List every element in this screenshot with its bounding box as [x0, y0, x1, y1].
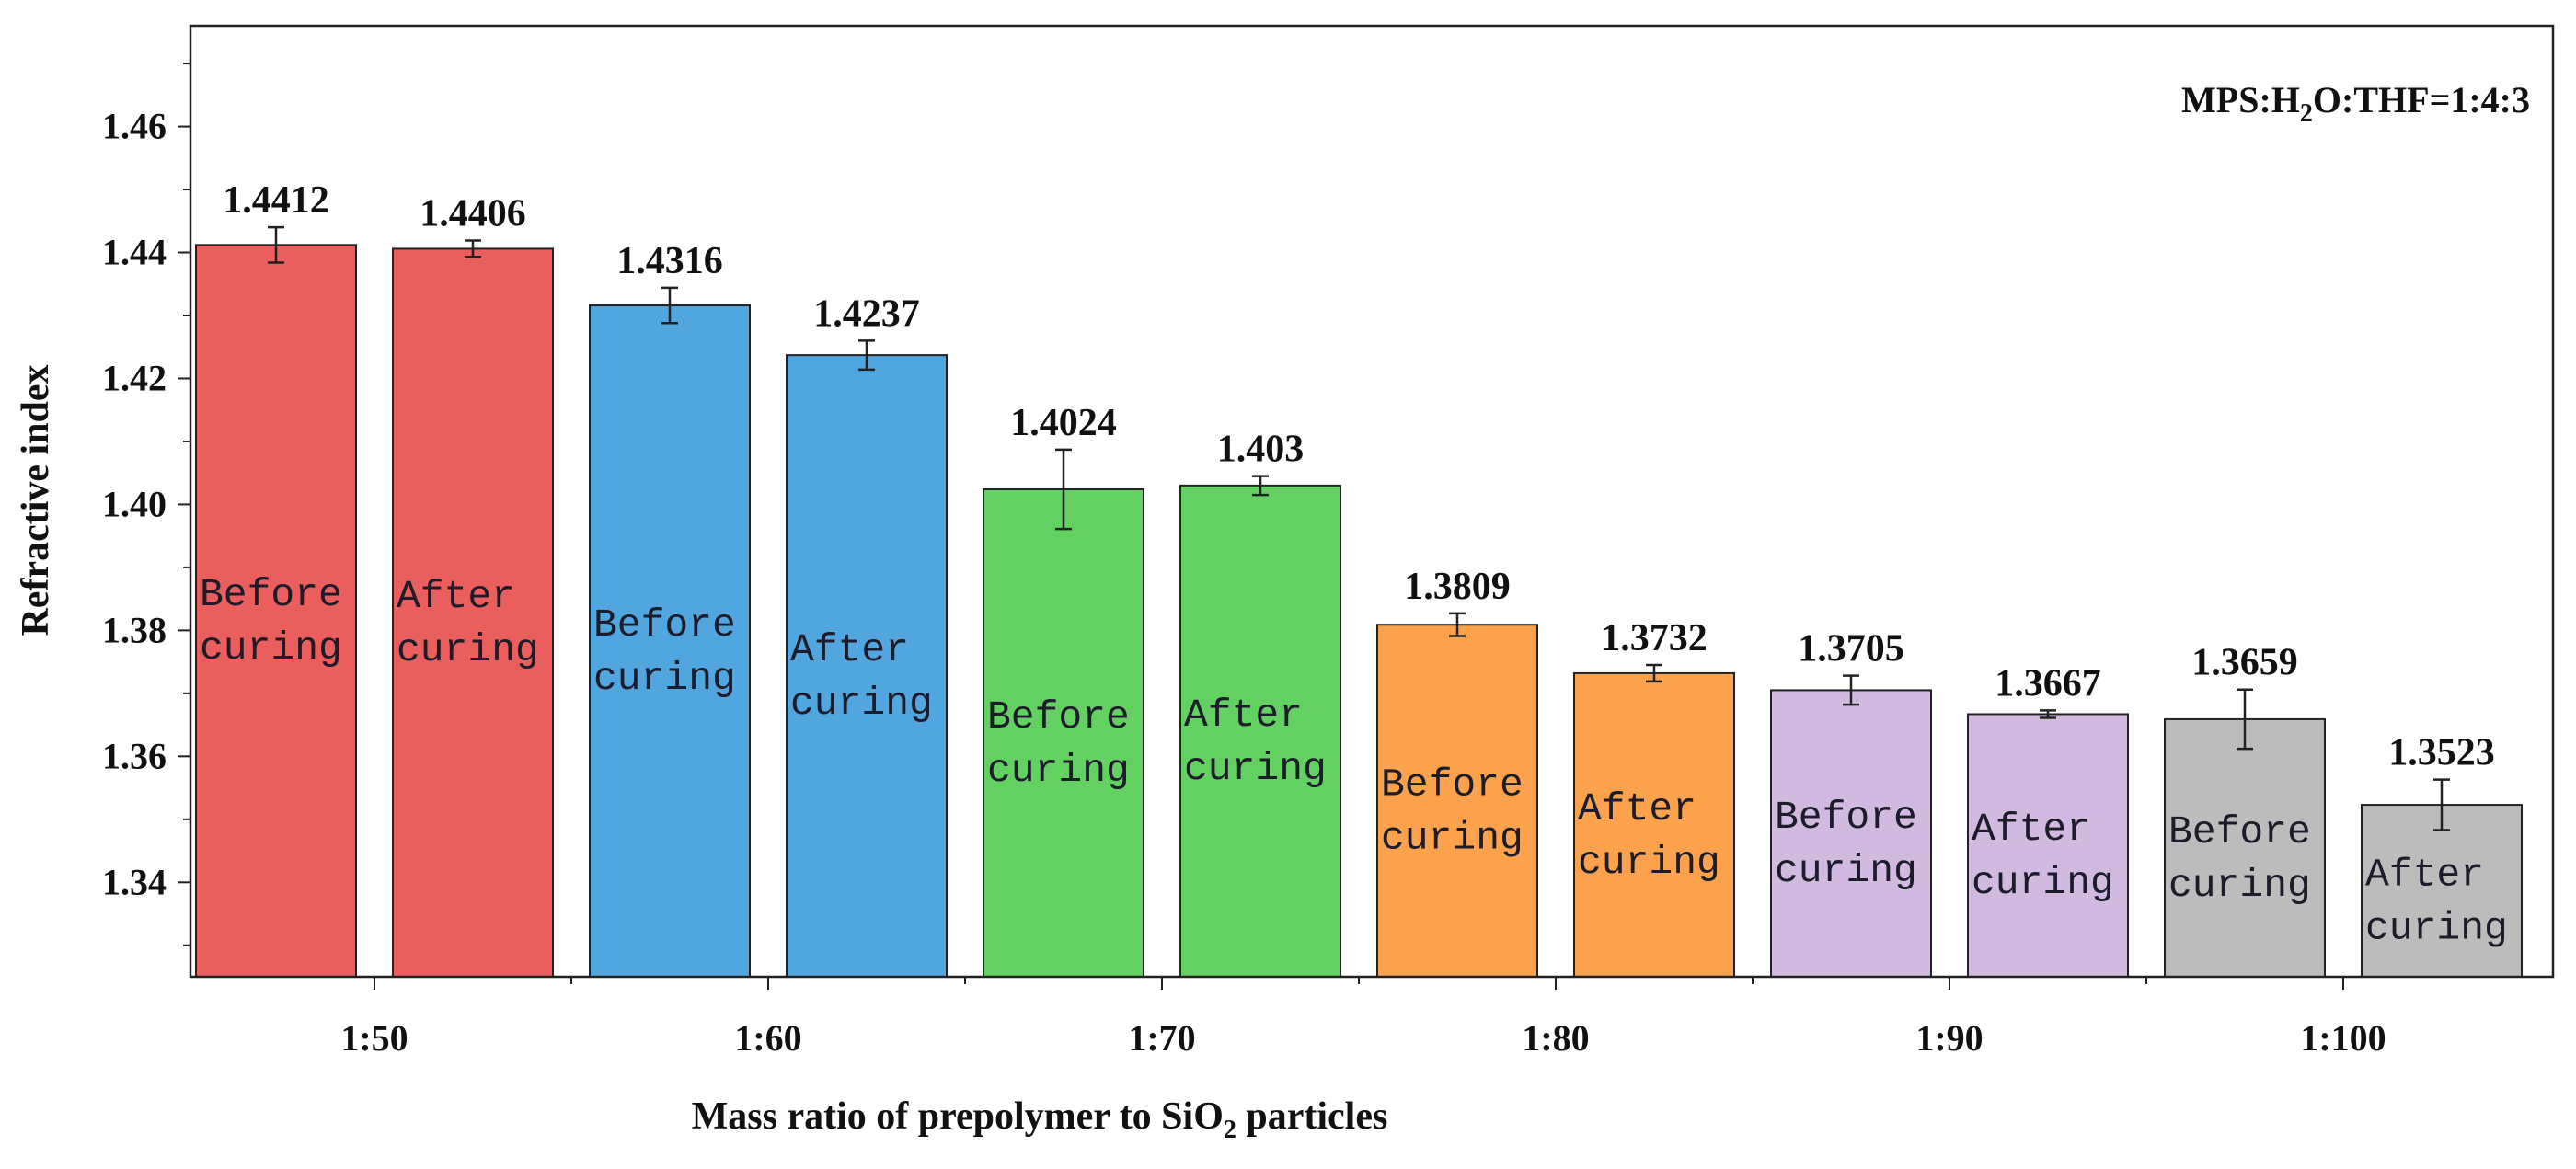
bar-label-line2: curing: [397, 627, 539, 672]
bar-label-line1: After: [1972, 807, 2090, 852]
bar-label-line1: Before: [593, 602, 736, 648]
y-axis-title: Refractive index: [15, 364, 57, 636]
value-label: 1.3809: [1404, 566, 1511, 608]
plot-frame: [189, 24, 2555, 979]
bar-label-line1: After: [2365, 853, 2484, 898]
value-label: 1.3523: [2388, 732, 2495, 774]
value-label: 1.3659: [2191, 642, 2298, 684]
bar-1-70-before: [983, 487, 1144, 978]
bar-1-80-after: [1573, 671, 1735, 978]
value-labels: 1.4412 Before curing 1.4406 After curing 1.431…: [200, 179, 2508, 950]
y-tick-label: 1.44: [102, 232, 167, 273]
bar-label-line1: Before: [200, 572, 342, 617]
bar-1-80-before: [1376, 624, 1538, 979]
axes: 1:50 1:60 1:70 1:80 1:90 1:100 1.34 1.36 1.38 1.4…: [102, 24, 2555, 1059]
y-tick-label: 1.36: [102, 735, 167, 776]
x-tick-label: 1:60: [734, 1017, 801, 1059]
value-label: 1.3667: [1995, 662, 2101, 705]
bar-label-line1: Before: [1381, 762, 1524, 808]
bar-label-line1: After: [397, 574, 515, 619]
bar-1-70-after: [1179, 484, 1341, 978]
bar-1-100-before: [2164, 717, 2326, 978]
y-tick-label: 1.40: [102, 483, 167, 524]
bar-label-line1: Before: [2168, 809, 2311, 854]
x-tick-label: 1:90: [1915, 1017, 1983, 1059]
x-tick-label: 1:80: [1522, 1017, 1589, 1059]
y-tick-label: 1.38: [102, 609, 167, 650]
bar-label-line2: curing: [1578, 840, 1720, 885]
bar-label-line1: After: [790, 627, 909, 672]
bar-1-60-before: [589, 304, 751, 978]
value-label: 1.4412: [223, 179, 329, 222]
bars: [195, 225, 2523, 979]
bar-1-100-after: [2361, 804, 2523, 979]
y-tick-label: 1.42: [102, 357, 167, 398]
value-label: 1.3705: [1798, 628, 1904, 670]
x-tick-label: 1:70: [1128, 1017, 1195, 1059]
x-tick-label: 1:100: [2300, 1017, 2386, 1059]
bar-label-line2: curing: [2365, 906, 2508, 951]
value-label: 1.4406: [420, 193, 526, 235]
bar-label-line2: curing: [1775, 848, 1917, 893]
value-label: 1.403: [1217, 429, 1305, 471]
bar-1-90-before: [1770, 689, 1932, 979]
value-label: 1.4316: [616, 240, 723, 282]
composition-annotation: MPS:H2O:THF=1:4:3: [2181, 79, 2530, 128]
bar-label-line1: After: [1184, 693, 1303, 738]
x-tick-label: 1:50: [340, 1017, 408, 1059]
bar-label-line2: curing: [593, 656, 736, 701]
value-label: 1.4237: [813, 292, 920, 335]
value-label: 1.4024: [1010, 402, 1117, 444]
bar-label-line2: curing: [1972, 860, 2114, 905]
y-tick-label: 1.34: [102, 861, 167, 902]
bar-label-line1: Before: [1775, 795, 1917, 840]
bar-label-line2: curing: [2168, 863, 2311, 908]
bar-label-line2: curing: [1381, 816, 1524, 861]
bar-label-line1: Before: [987, 694, 1130, 739]
bar-label-line1: After: [1578, 786, 1696, 831]
bar-label-line2: curing: [790, 681, 933, 726]
bar-1-50-before: [195, 244, 357, 979]
bar-label-line2: curing: [1184, 746, 1327, 791]
bar-label-line2: curing: [987, 748, 1130, 793]
value-label: 1.3732: [1601, 617, 1708, 659]
x-axis-title: Mass ratio of prepolymer to SiO2 particl…: [692, 1095, 1388, 1144]
bar-label-line2: curing: [200, 625, 342, 670]
y-tick-label: 1.46: [102, 106, 167, 147]
